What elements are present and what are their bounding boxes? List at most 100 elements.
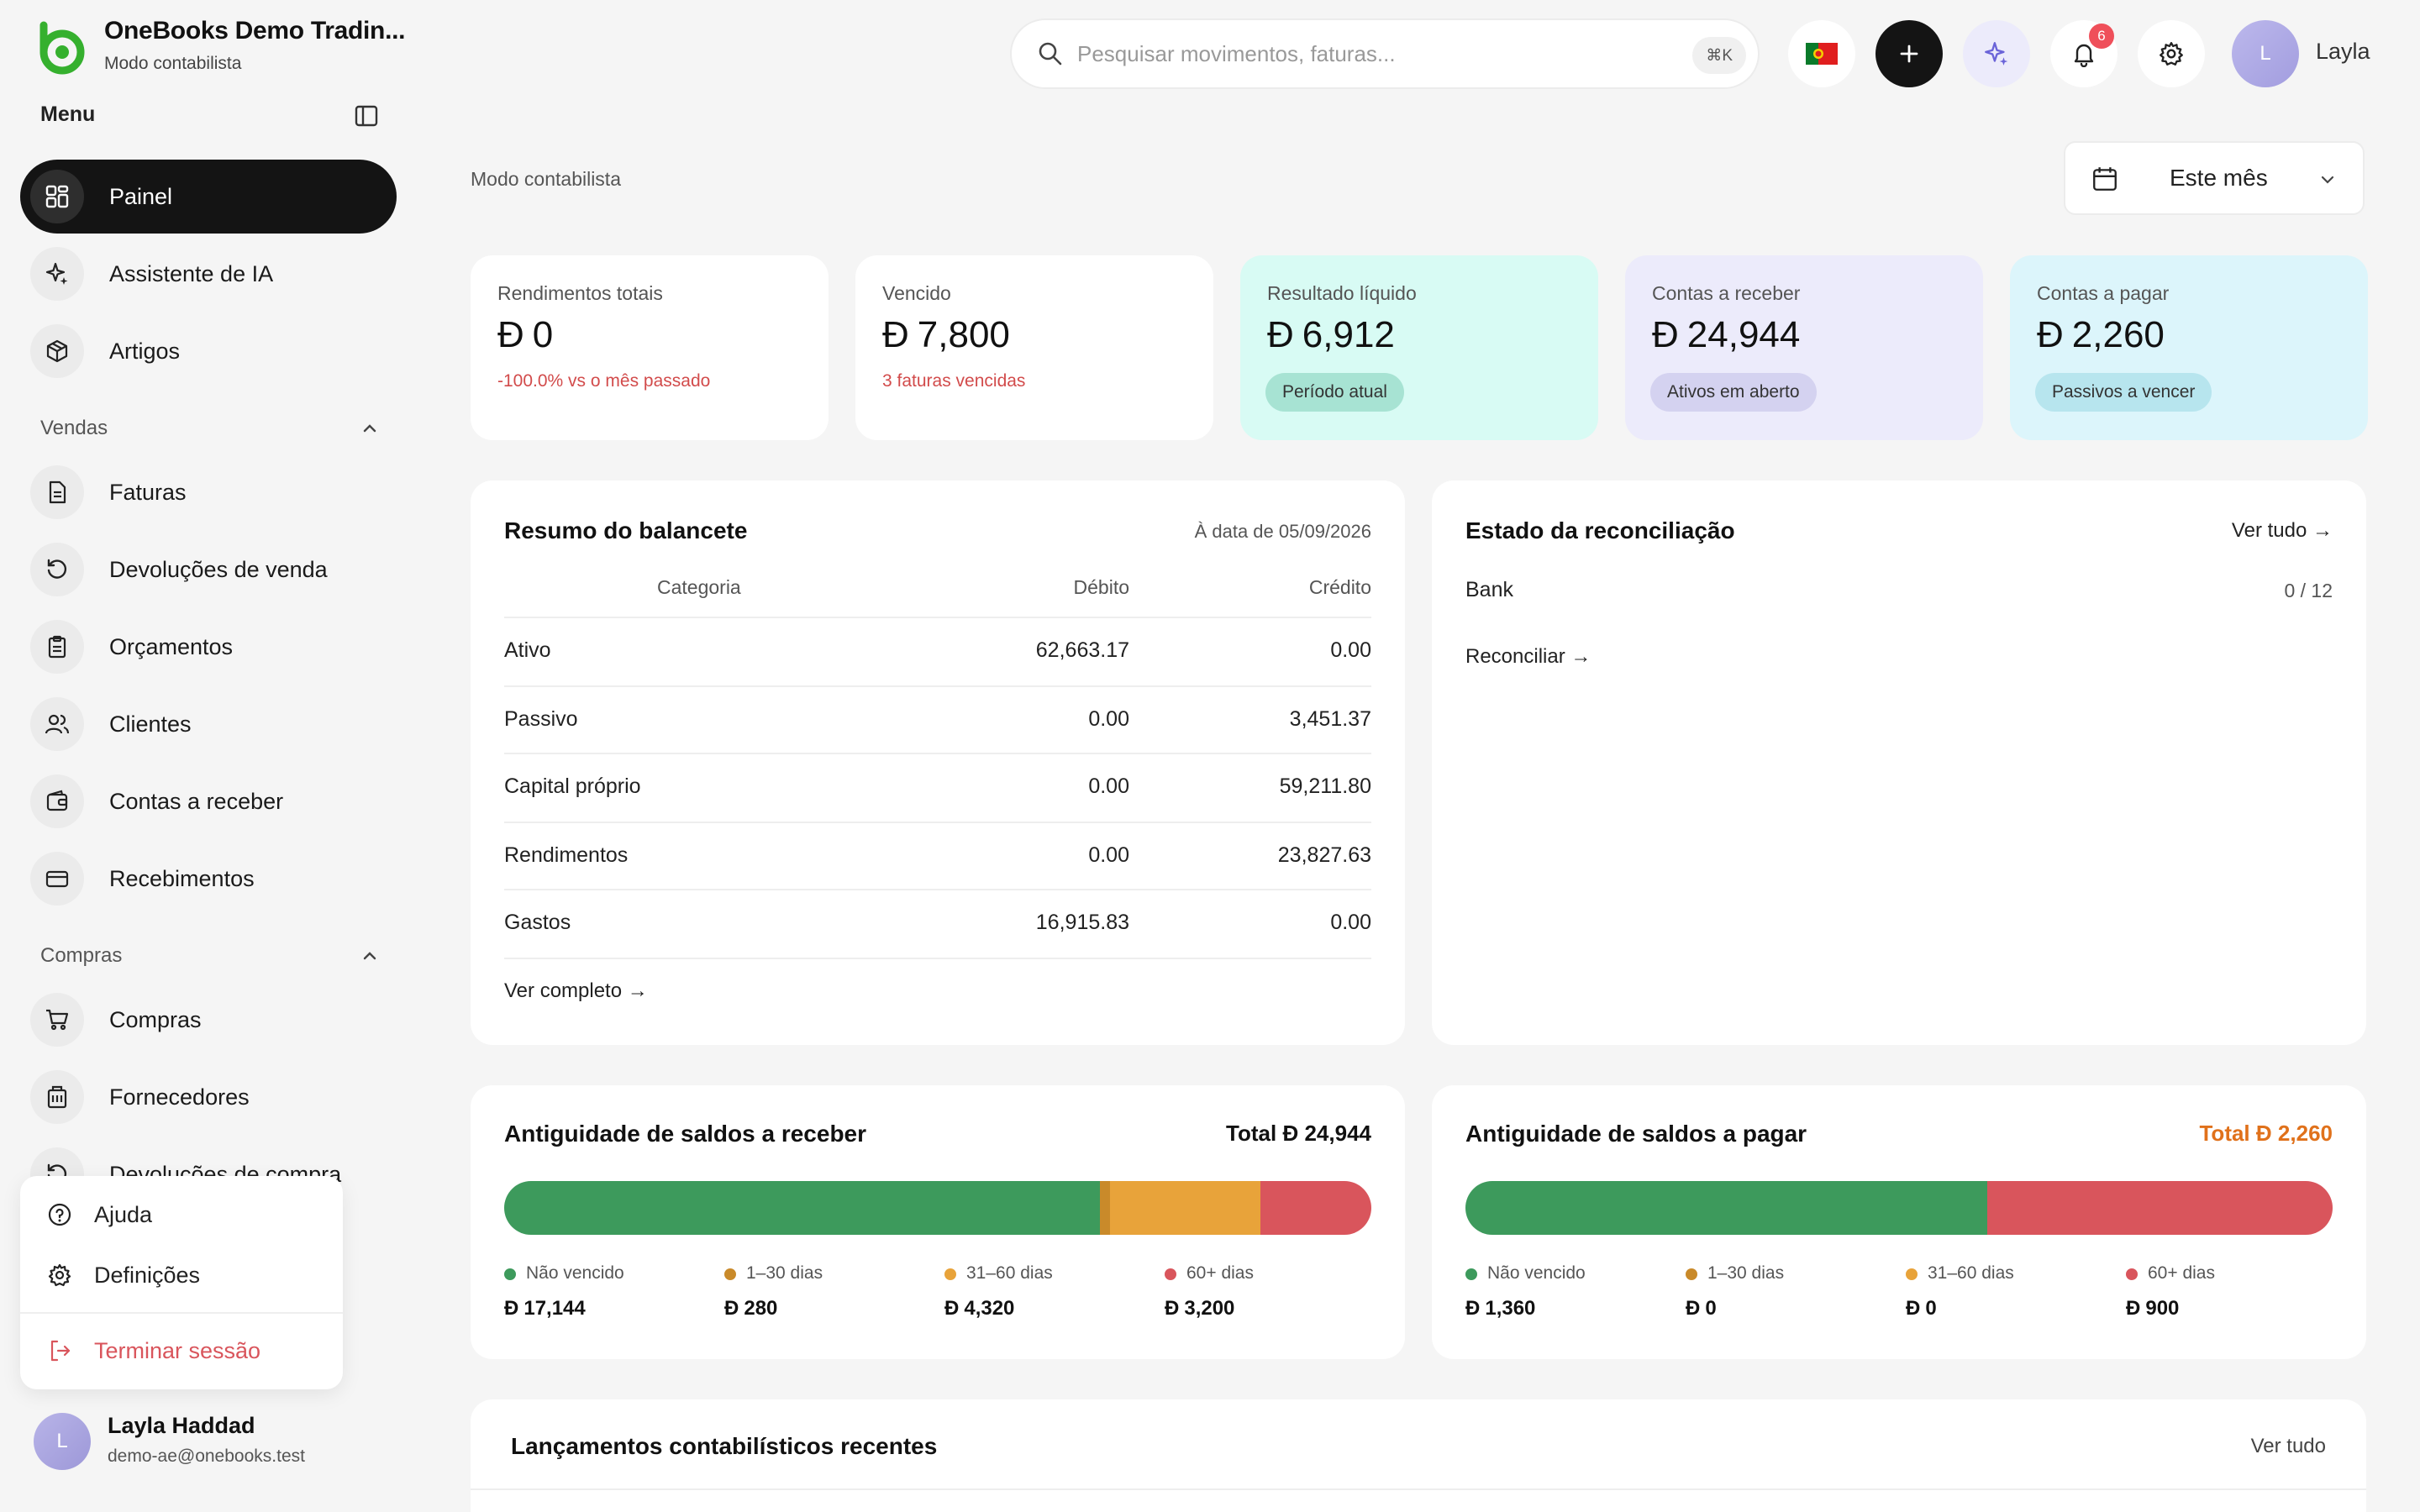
add-new-button[interactable]: [1876, 20, 1943, 87]
sidebar-item-compras[interactable]: Compras: [20, 983, 397, 1057]
section-label-compras[interactable]: Compras: [40, 944, 123, 967]
help-label: Ajuda: [94, 1201, 153, 1227]
account-popup-menu: Ajuda Definições Terminar sessão: [20, 1176, 343, 1389]
reconciliation-progress: 0 / 12: [2284, 580, 2333, 601]
search-icon: [1037, 40, 1064, 67]
search-input[interactable]: [1077, 40, 1632, 67]
kpi-card-payables[interactable]: Contas a pagar Đ 2,260 Passivos a vencer: [2010, 255, 2368, 440]
kpi-pill: Passivos a vencer: [2035, 373, 2212, 412]
sidebar-toggle-button[interactable]: [351, 101, 381, 131]
sidebar-item-contas-receber[interactable]: Contas a receber: [20, 764, 397, 838]
sidebar-item-painel[interactable]: Painel: [20, 160, 397, 234]
receivables-total: Total Đ 24,944: [1226, 1121, 1371, 1146]
language-button[interactable]: [1788, 20, 1855, 87]
legend-dot: [1686, 1268, 1697, 1280]
row-credit: 23,827.63: [1277, 843, 1371, 867]
search-bar[interactable]: ⌘K: [1010, 18, 1760, 89]
dirham-currency-icon: Đ: [1282, 1121, 1299, 1146]
user-name[interactable]: Layla Haddad: [108, 1413, 255, 1438]
reconcile-link[interactable]: Reconciliar →: [1465, 645, 1591, 668]
legend-label: 60+ dias: [1186, 1263, 1254, 1283]
dirham-currency-icon: Đ: [1652, 314, 1679, 355]
sidebar-item-faturas[interactable]: Faturas: [20, 455, 397, 529]
kpi-pill: Período atual: [1265, 373, 1404, 412]
period-selector[interactable]: Este mês: [2064, 141, 2365, 215]
kpi-card-receivables[interactable]: Contas a receber Đ 24,944 Ativos em abert…: [1625, 255, 1983, 440]
view-full-balance-link[interactable]: Ver completo →: [504, 979, 648, 1002]
company-name[interactable]: OneBooks Demo Tradin...: [104, 17, 406, 45]
aging-segment: [504, 1181, 1101, 1235]
table-divider: [504, 822, 1371, 823]
top-user-name[interactable]: Layla: [2316, 39, 2370, 64]
aging-segment: [1100, 1181, 1110, 1235]
sidebar-panel-icon: [355, 105, 378, 127]
kpi-card-overdue[interactable]: Vencido Đ 7,800 3 faturas vencidas: [855, 255, 1213, 440]
bank-account-name: Bank: [1465, 578, 1513, 601]
view-all-journal-link[interactable]: Ver tudo: [2250, 1435, 2326, 1457]
row-debit: 62,663.17: [1035, 638, 1129, 662]
row-debit: 0.00: [1088, 843, 1129, 867]
calendar-icon: [2091, 165, 2119, 193]
row-category: Gastos: [504, 911, 571, 934]
ai-assistant-button[interactable]: [1963, 20, 2030, 87]
table-divider: [504, 617, 1371, 618]
row-credit: 3,451.37: [1289, 707, 1371, 731]
avatar[interactable]: L: [2232, 20, 2299, 87]
legend-label: Não vencido: [1487, 1263, 1586, 1283]
row-category: Capital próprio: [504, 774, 641, 798]
dirham-currency-icon: Đ: [882, 314, 909, 355]
portugal-flag-icon: [1806, 43, 1838, 65]
kpi-change: -100.0% vs o mês passado: [497, 371, 711, 391]
legend-label: 31–60 dias: [1928, 1263, 2014, 1283]
invoice-icon: [30, 465, 84, 519]
kpi-title: Vencido: [882, 282, 951, 304]
dirham-currency-icon: Đ: [1465, 1297, 1481, 1320]
settings-menu-item[interactable]: Definições: [20, 1248, 343, 1302]
recent-journal-entries-card: Lançamentos contabilísticos recentes Ver…: [471, 1399, 2366, 1512]
sidebar-item-recebimentos[interactable]: Recebimentos: [20, 842, 397, 916]
logout-menu-item[interactable]: Terminar sessão: [20, 1324, 343, 1378]
kpi-title: Contas a receber: [1652, 282, 1801, 304]
sidebar-item-label: Assistente de IA: [109, 260, 274, 286]
card-icon: [30, 852, 84, 906]
row-debit: 0.00: [1088, 707, 1129, 731]
sidebar-item-fornecedores[interactable]: Fornecedores: [20, 1060, 397, 1134]
sidebar-item-artigos[interactable]: Artigos: [20, 314, 397, 388]
sidebar-item-label: Recebimentos: [109, 865, 255, 891]
breadcrumb: Modo contabilista: [471, 168, 621, 190]
help-menu-item[interactable]: Ajuda: [20, 1188, 343, 1242]
sparkles-icon: [1982, 39, 2011, 68]
brand-logo-icon[interactable]: [32, 18, 89, 76]
row-debit: 0.00: [1088, 774, 1129, 798]
column-header-credit: Crédito: [1308, 576, 1371, 598]
chevron-up-icon[interactable]: [360, 418, 380, 438]
sidebar-item-clientes[interactable]: Clientes: [20, 687, 397, 761]
sidebar-item-label: Artigos: [109, 338, 181, 364]
building-icon: [30, 1070, 84, 1124]
row-credit: 0.00: [1330, 638, 1371, 662]
kpi-card-net-result[interactable]: Resultado líquido Đ 6,912 Período atual: [1240, 255, 1598, 440]
sidebar-item-devolucoes-venda[interactable]: Devoluções de venda: [20, 533, 397, 606]
company-mode: Modo contabilista: [104, 54, 242, 73]
dirham-currency-icon: Đ: [504, 1297, 519, 1320]
card-title: Antiguidade de saldos a pagar: [1465, 1121, 1807, 1147]
sidebar-item-orcamentos[interactable]: Orçamentos: [20, 610, 397, 684]
settings-button[interactable]: [2138, 20, 2205, 87]
dashboard-icon: [30, 170, 84, 223]
legend-dot: [1165, 1268, 1176, 1280]
view-all-reconciliation-link[interactable]: Ver tudo →: [2231, 519, 2333, 542]
legend-value: Đ 4,320: [944, 1297, 1015, 1320]
sidebar-item-ai-assistant[interactable]: Assistente de IA: [20, 237, 397, 311]
notification-count-badge: 6: [2089, 24, 2114, 49]
section-label-vendas[interactable]: Vendas: [40, 417, 108, 439]
kpi-pill: Ativos em aberto: [1650, 373, 1817, 412]
legend-label: Não vencido: [526, 1263, 624, 1283]
avatar[interactable]: L: [34, 1413, 91, 1470]
legend-value: Đ 17,144: [504, 1297, 586, 1320]
wallet-icon: [30, 774, 84, 828]
row-credit: 0.00: [1330, 911, 1371, 934]
row-debit: 16,915.83: [1035, 911, 1129, 934]
chevron-up-icon[interactable]: [360, 946, 380, 966]
